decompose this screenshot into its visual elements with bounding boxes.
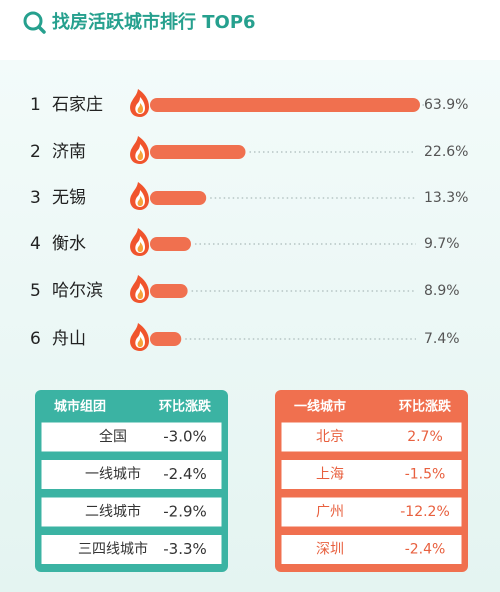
table-label: 深圳 [316,542,344,558]
table-header: 城市组团 [54,399,106,415]
table-row [280,496,463,528]
flame-icon [130,182,149,210]
table-value: -3.3% [163,540,207,558]
table-row [280,534,463,565]
bar [150,145,246,159]
category-label: 济南 [52,142,86,162]
table-label: 全国 [99,428,127,445]
flame-core [137,196,143,206]
rank: 4 [30,234,41,254]
flame-core [137,289,143,299]
search-icon [23,11,46,34]
table-row [280,459,463,490]
table-header: 一线城市 [294,399,346,415]
category-label: 衡水 [52,234,86,254]
value-label: 9.7% [424,236,460,252]
table-row [40,496,223,528]
value-label: 7.4% [424,331,460,347]
value-label: 63.9% [424,97,468,113]
table-value: -2.4% [405,542,446,558]
flame-core [137,337,143,347]
bar [150,237,191,251]
table-value: -2.9% [163,503,207,521]
category-label: 哈尔滨 [52,281,103,301]
table-row [40,421,223,453]
flame-icon [130,89,149,117]
table-label: 一线城市 [85,466,141,483]
table-label: 广州 [316,504,344,520]
table-header: 环比涨跌 [399,399,452,415]
table-label: 北京 [316,429,344,445]
rank: 6 [30,329,41,349]
table-value: -1.5% [405,467,446,483]
bar [150,284,188,298]
table-value: -12.2% [400,504,450,520]
rank: 2 [30,142,41,162]
table-label: 二线城市 [85,503,141,520]
table-label: 上海 [316,467,344,483]
rank: 1 [30,95,41,115]
table-row [40,459,223,490]
table-label: 三四线城市 [78,541,148,558]
chart-title: 找房活跃城市排行 TOP6 [52,11,256,33]
table-value: -3.0% [163,428,207,446]
value-label: 8.9% [424,283,460,299]
category-label: 舟山 [52,329,86,349]
table-row [280,421,463,453]
value-label: 13.3% [424,190,468,206]
bar [150,332,182,346]
flame-icon [130,275,149,303]
value-label: 22.6% [424,144,468,160]
rank: 3 [30,188,41,208]
flame-icon [130,228,149,256]
flame-icon [130,136,149,164]
flame-core [137,242,143,252]
bar [150,191,207,205]
table-value: 2.7% [407,429,443,445]
table-header: 环比涨跌 [159,399,212,415]
flame-core [137,150,143,160]
category-label: 石家庄 [52,95,103,115]
table-value: -2.4% [163,465,207,483]
flame-core [137,103,143,113]
category-label: 无锡 [52,188,86,208]
rank: 5 [30,281,41,301]
flame-icon [130,323,149,351]
table-row [40,534,223,565]
bar [150,98,420,112]
bar-chart: 1 石家庄 63.9% 2 济南 22.6% 3 无锡 13.3% 4 衡水 9.7% 5 哈尔滨 8.9%… [30,89,468,351]
